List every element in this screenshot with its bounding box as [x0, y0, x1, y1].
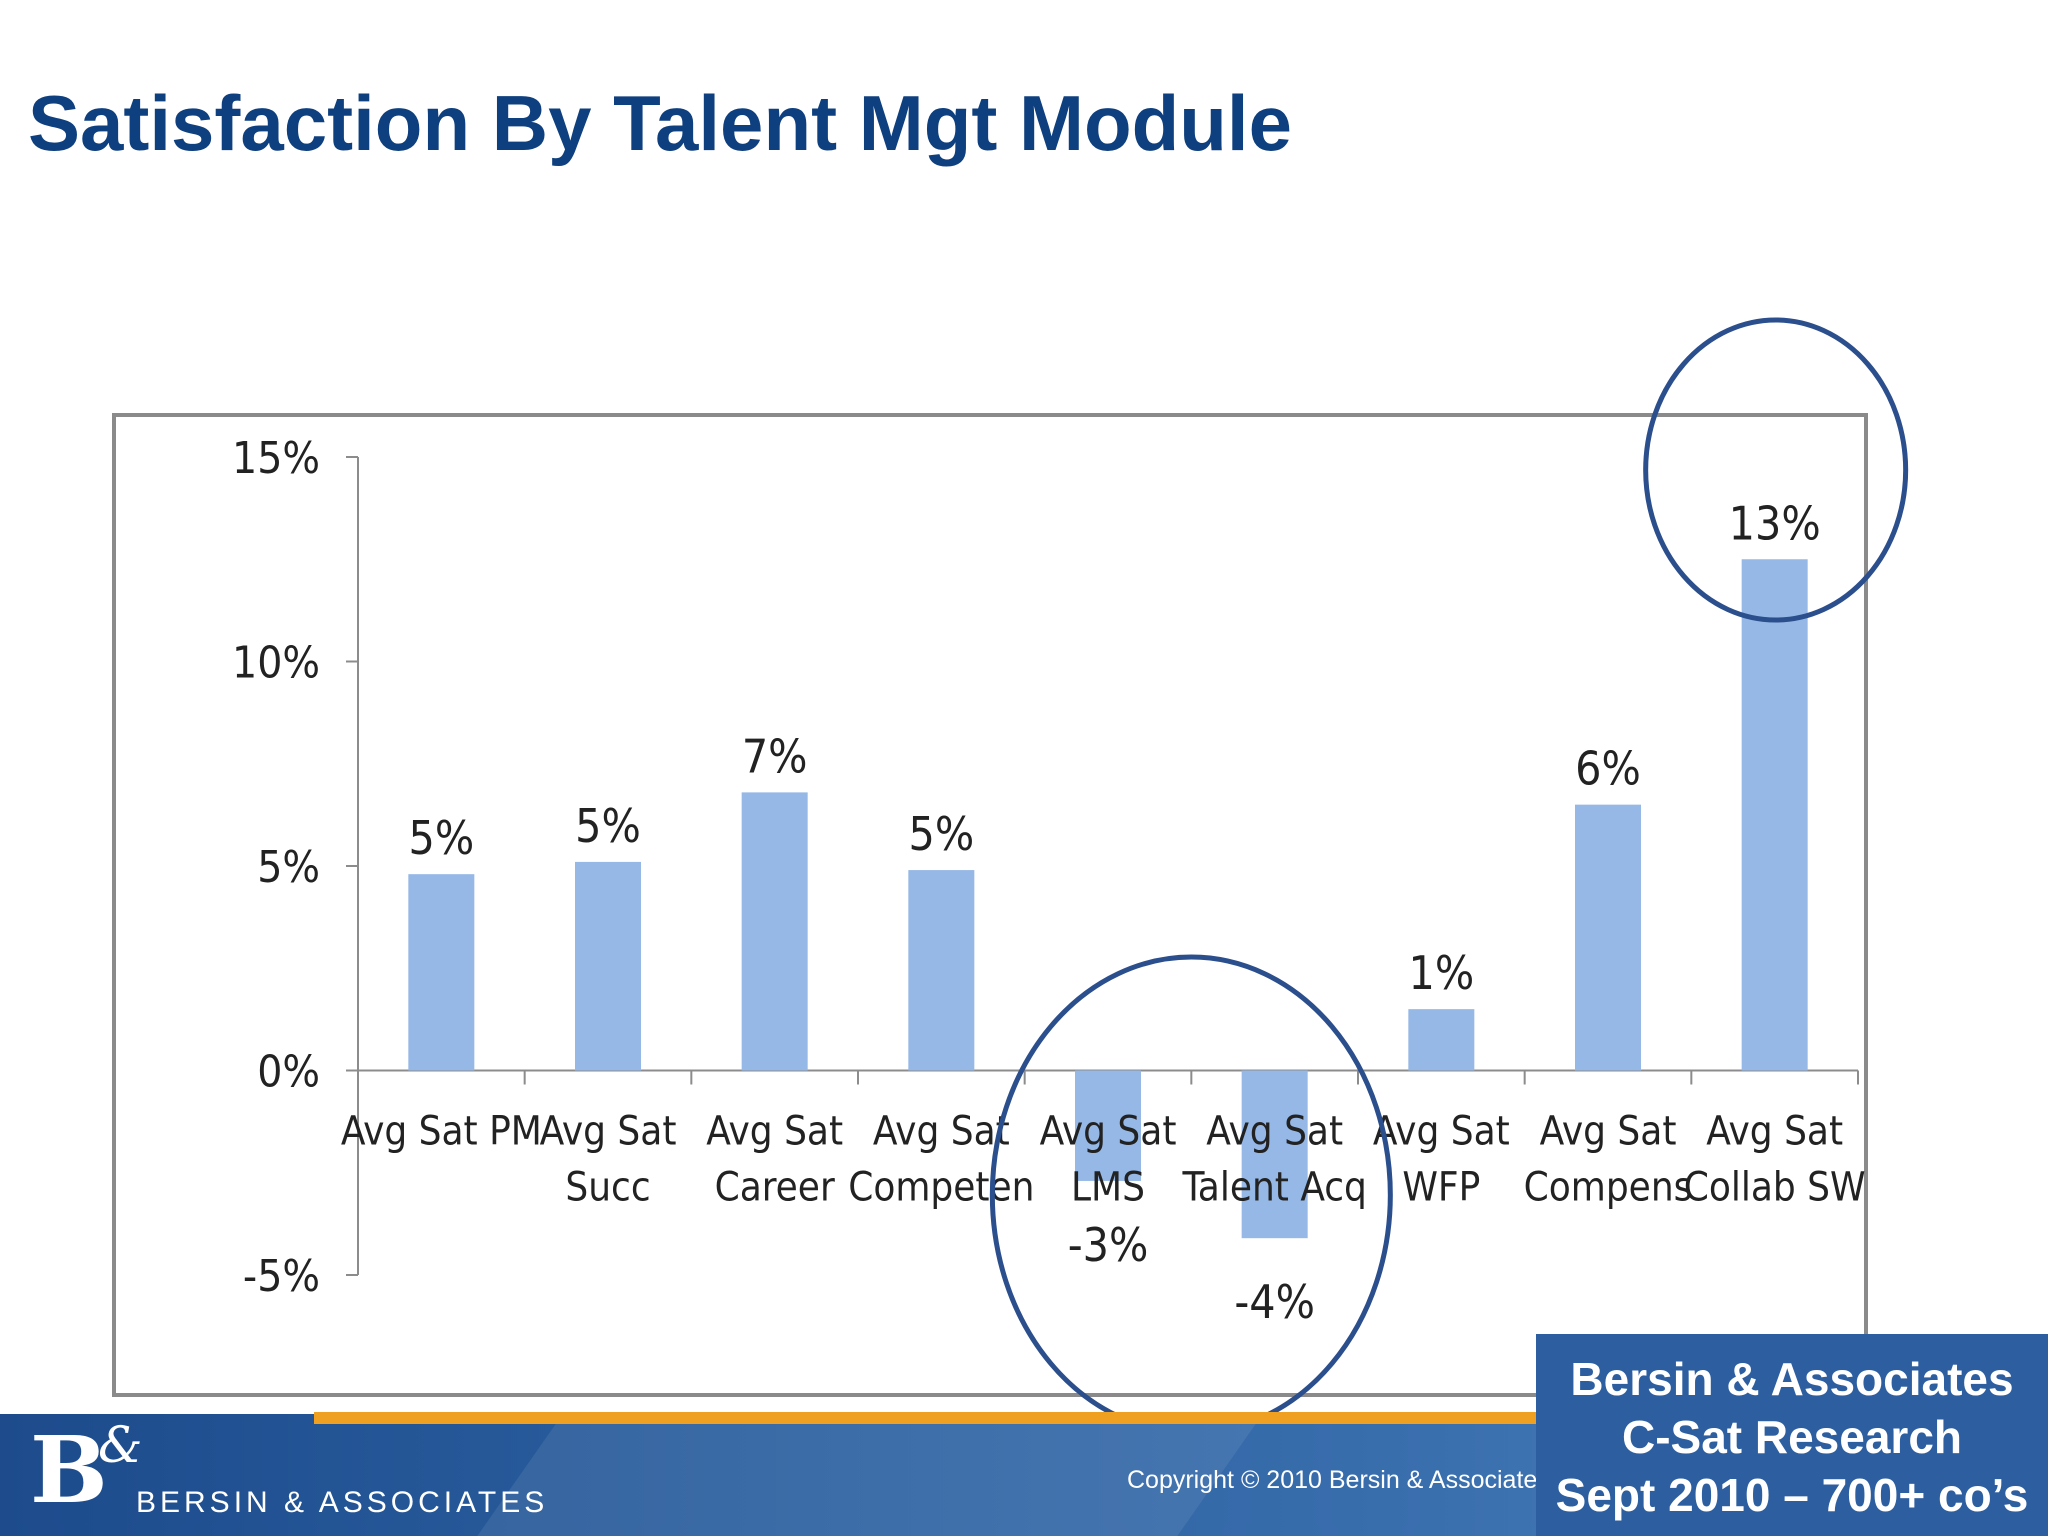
data-label: 5%	[575, 799, 641, 853]
y-tick-label: 10%	[232, 638, 320, 689]
category-label: Avg Sat	[706, 1109, 843, 1155]
bar	[1741, 559, 1808, 1071]
category-label: Avg Sat	[1373, 1109, 1510, 1155]
category-label: Collab SW	[1684, 1165, 1866, 1211]
highlight-circle-collab	[1643, 317, 1909, 623]
bar	[1075, 1070, 1141, 1181]
data-label: 5%	[409, 811, 475, 865]
category-label: Succ	[565, 1165, 650, 1211]
data-label: 5%	[909, 807, 975, 861]
bar	[408, 874, 475, 1071]
bar	[908, 870, 975, 1071]
y-tick-label: 0%	[257, 1047, 320, 1098]
bar	[575, 861, 641, 1071]
bar	[741, 792, 808, 1071]
y-tick-label: 5%	[257, 842, 320, 893]
category-label: Avg Sat	[873, 1109, 1010, 1155]
research-box-line-1: Bersin & Associates	[1570, 1353, 2014, 1405]
category-label: Avg Sat	[1706, 1109, 1843, 1155]
category-label: WFP	[1402, 1165, 1480, 1211]
research-source-box: Bersin & Associates C-Sat Research Sept …	[1536, 1334, 2048, 1536]
category-label: Avg Sat	[1040, 1109, 1177, 1155]
y-tick-label: 15%	[232, 433, 320, 484]
logo-ampersand: &	[98, 1416, 143, 1474]
research-box-line-3: Sept 2010 – 700+ co’s	[1555, 1469, 2029, 1521]
bar	[1241, 1070, 1308, 1239]
data-label: -3%	[1068, 1218, 1149, 1272]
category-label: Career	[715, 1165, 835, 1211]
category-label: Avg Sat	[1540, 1109, 1677, 1155]
y-tick-label: -5%	[243, 1251, 320, 1302]
copyright-notice: Copyright © 2010 Bersin & Associates	[1127, 1466, 1537, 1494]
category-label: Compens	[1524, 1165, 1693, 1211]
logo-text: BERSIN & ASSOCIATES	[136, 1486, 549, 1519]
bar	[1575, 804, 1641, 1071]
logo-mark: B	[30, 1416, 108, 1524]
footer-accent-stripe	[314, 1412, 1554, 1424]
bar	[1408, 1009, 1475, 1071]
category-label: LMS	[1071, 1165, 1145, 1211]
data-label: 7%	[742, 729, 808, 783]
category-label: Talent Acq	[1181, 1165, 1366, 1211]
category-label: Avg Sat	[540, 1109, 677, 1155]
data-label: -4%	[1234, 1275, 1315, 1329]
category-label: Avg Sat PM	[341, 1109, 542, 1155]
data-label: 6%	[1575, 742, 1641, 796]
category-label: Competen	[848, 1165, 1034, 1211]
data-label: 1%	[1409, 946, 1475, 1000]
category-label: Avg Sat	[1206, 1109, 1343, 1155]
research-box-line-2: C-Sat Research	[1621, 1411, 1963, 1463]
data-label: 13%	[1729, 496, 1821, 550]
slide-title: Satisfaction By Talent Mgt Module	[28, 79, 1292, 167]
